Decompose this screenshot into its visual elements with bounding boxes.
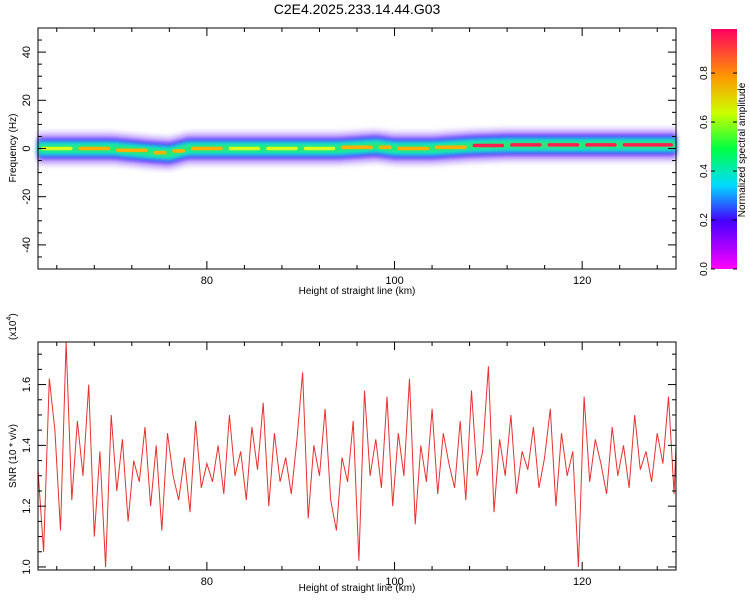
ridge-peak — [266, 146, 298, 151]
y-tick-label: -20 — [21, 189, 33, 205]
ridge-peak — [78, 146, 111, 151]
ridge-peak — [341, 145, 373, 150]
x-tick-label: 80 — [201, 275, 213, 287]
ridge-peak — [435, 145, 467, 150]
ridge-peak — [622, 143, 673, 147]
colorbar-tick-label: 0.8 — [699, 66, 710, 80]
ridge-peak — [547, 143, 580, 147]
ridge-peak — [172, 149, 186, 153]
colorbar-tick-label: 0.6 — [699, 115, 710, 129]
ridge-peak — [510, 143, 542, 147]
top-axis-ticks: 80 100 120 -40 -20 0 20 40 — [21, 27, 676, 287]
y-tick-label: 1.2 — [21, 499, 33, 514]
spectrogram-ridge — [38, 128, 676, 171]
colorbar-gradient — [711, 29, 737, 269]
colorbar: 0.0 0.2 0.4 0.6 0.8 Normalized spectral ampl… — [699, 29, 748, 276]
y-tick-label: 1.0 — [21, 559, 33, 574]
bottom-axis-ticks: 80 100 120 1.0 1.2 1.4 1.6 — [21, 342, 676, 588]
y-tick-label: 20 — [21, 94, 33, 106]
top-ylabel: Frequency (Hz) — [8, 114, 19, 183]
svg-text:(x104): (x104) — [6, 313, 19, 340]
bottom-xlabel: Height of straight line (km) — [299, 583, 416, 594]
x-tick-label: 120 — [573, 275, 591, 287]
ridge-peak — [303, 146, 336, 151]
ridge-peak — [41, 146, 73, 151]
ridge-peak — [378, 145, 392, 150]
ridge-peak — [472, 143, 505, 148]
ridge-peak — [228, 146, 261, 151]
spectrogram-panel: 80 100 120 -40 -20 0 20 40 Height of straight l… — [8, 27, 677, 297]
y-tick-label: 0 — [21, 145, 33, 151]
y-tick-label: -40 — [21, 237, 33, 253]
ridge-peak — [116, 148, 148, 153]
colorbar-label: Normalized spectral amplitude — [737, 82, 748, 217]
colorbar-tick-label: 0.0 — [699, 262, 710, 276]
colorbar-ticks: 0.0 0.2 0.4 0.6 0.8 — [699, 66, 737, 276]
y-multiplier: (x104) — [6, 313, 19, 340]
ridge-peak — [191, 146, 223, 151]
colorbar-tick-label: 0.2 — [699, 213, 710, 227]
x-tick-label: 120 — [573, 576, 591, 588]
y-tick-label: 1.6 — [21, 377, 33, 392]
x-tick-label: 100 — [385, 576, 403, 588]
x-tick-label: 100 — [385, 275, 403, 287]
ridge-peak — [585, 143, 617, 147]
ridge-peak — [153, 150, 167, 155]
top-xlabel: Height of straight line (km) — [299, 286, 416, 297]
figure-title: C2E4.2025.233.14.44.G03 — [274, 1, 441, 17]
ridge-peak — [397, 146, 430, 151]
snr-panel: 80 100 120 1.0 1.2 1.4 1.6 Height of straight … — [6, 313, 677, 594]
y-tick-label: 40 — [21, 46, 33, 58]
x-tick-label: 80 — [201, 576, 213, 588]
y-tick-label: 1.4 — [21, 438, 33, 453]
bottom-ylabel: SNR (10 * v/v) — [8, 424, 19, 488]
colorbar-tick-label: 0.4 — [699, 164, 710, 178]
